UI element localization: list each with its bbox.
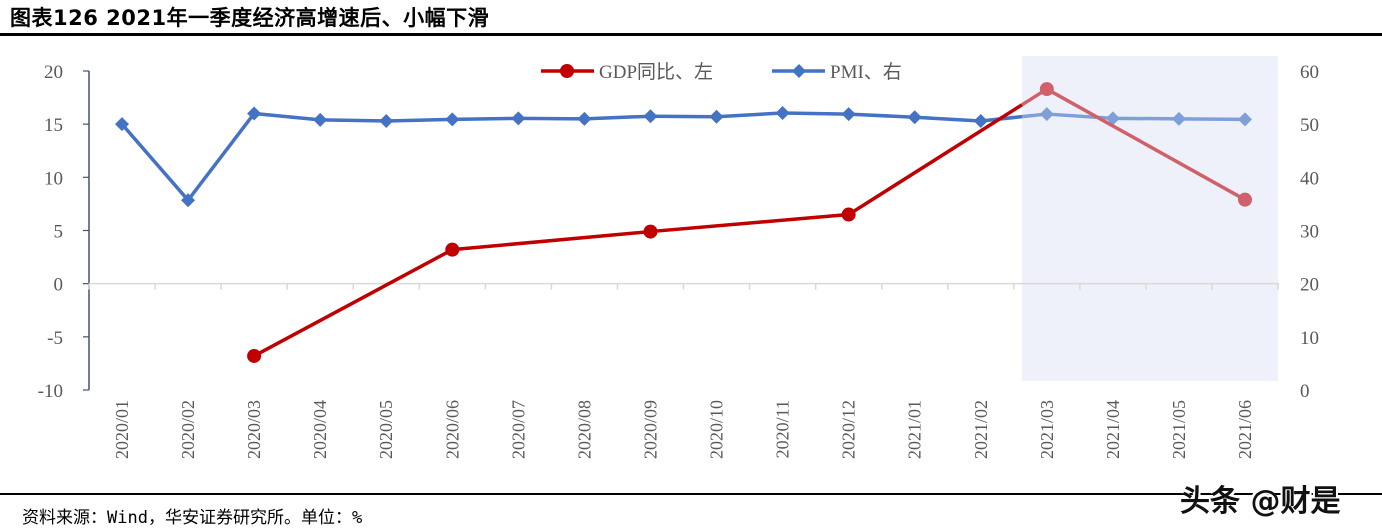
data-point-diamond [1105, 111, 1120, 126]
left-axis-tick-label: -10 [38, 381, 63, 402]
watermark: 头条 @财是 [1180, 484, 1341, 519]
category-label: 2020/06 [442, 400, 462, 459]
series-lines [115, 82, 1252, 363]
left-axis-tick-label: -5 [47, 328, 63, 349]
category-label: 2021/03 [1037, 400, 1057, 459]
data-point-diamond [313, 112, 328, 127]
series-segment [847, 103, 1023, 217]
category-label: 2021/02 [971, 400, 991, 459]
category-label: 2020/04 [310, 400, 330, 459]
category-label: 2020/01 [112, 400, 132, 459]
title-divider [0, 33, 1382, 36]
category-label: 2020/02 [178, 400, 198, 459]
series-segment [386, 117, 453, 123]
data-point-circle [1238, 192, 1252, 207]
series-segment [650, 114, 717, 119]
category-label: 2021/01 [905, 400, 925, 459]
category-label: 2020/08 [574, 400, 594, 459]
series-segment [650, 212, 849, 234]
series-segment [1046, 112, 1113, 121]
data-point-diamond [379, 113, 394, 128]
data-point-diamond [973, 113, 988, 128]
data-point-circle [643, 224, 658, 239]
data-point-diamond [115, 117, 129, 132]
data-point-diamond [643, 109, 658, 124]
category-label: 2020/03 [244, 400, 264, 459]
data-point-circle [1039, 82, 1054, 97]
data-point-diamond [247, 106, 262, 121]
category-label: 2020/10 [707, 400, 727, 459]
series-segment [1045, 87, 1246, 202]
series-segment [1178, 117, 1246, 122]
series-segment [120, 123, 190, 202]
data-point-diamond [841, 107, 856, 122]
source-note: 资料来源：Wind，华安证券研究所。单位：% [22, 508, 363, 528]
category-label: 2020/09 [640, 400, 660, 459]
data-point-diamond [1171, 111, 1186, 126]
legend-pmi-label: PMI、右 [830, 61, 902, 83]
data-point-circle [841, 207, 856, 222]
legend-gdp-label: GDP同比、左 [599, 61, 713, 83]
data-point-diamond [775, 106, 790, 121]
forecast-shaded-region [1022, 56, 1278, 381]
right-axis-tick-label: 30 [1300, 222, 1319, 243]
legend-gdp-marker [560, 64, 574, 78]
data-point-circle [247, 348, 262, 363]
series-segment [848, 112, 915, 120]
left-axis-tick-label: 0 [54, 275, 64, 296]
left-axis-tick-label: 5 [54, 222, 64, 243]
series-segment [320, 118, 387, 123]
category-label: 2021/06 [1235, 400, 1255, 459]
data-point-diamond [577, 111, 592, 126]
category-label: 2020/12 [839, 400, 859, 459]
series-segment [253, 111, 321, 122]
left-axis-tick-label: 10 [44, 168, 63, 189]
left-axis-tick-label: 20 [44, 62, 63, 83]
category-label: 2020/11 [773, 400, 793, 458]
series-segment [452, 116, 519, 122]
series-segment [1112, 116, 1179, 121]
series-segment [914, 115, 981, 123]
right-axis-tick-label: 0 [1300, 381, 1310, 402]
right-axis-tick-label: 60 [1300, 62, 1319, 83]
data-point-diamond [1238, 112, 1252, 127]
source-divider [0, 493, 1382, 495]
left-axis-tick-label: 15 [44, 115, 63, 136]
category-label: 2020/07 [508, 400, 528, 459]
series-segment [782, 111, 849, 116]
data-point-circle [445, 242, 460, 257]
series-segment [253, 248, 454, 358]
right-axis-tick-label: 50 [1300, 115, 1319, 136]
data-point-diamond [181, 193, 196, 208]
right-axis-tick-label: 20 [1300, 275, 1319, 296]
data-point-diamond [709, 109, 724, 124]
category-label: 2021/04 [1103, 400, 1123, 459]
series-segment [518, 116, 585, 121]
data-point-diamond [445, 112, 460, 127]
legend: GDP同比、左 PMI、右 [541, 61, 902, 83]
right-axis-tick-label: 40 [1300, 168, 1319, 189]
legend-pmi-marker [792, 64, 806, 78]
series-segment [452, 229, 651, 252]
category-label: 2021/05 [1169, 400, 1189, 459]
data-point-diamond [1039, 107, 1054, 122]
category-label: 2020/05 [376, 400, 396, 459]
series-segment [186, 112, 256, 202]
chart-title: 图表126 2021年一季度经济高增速后、小幅下滑 [10, 6, 490, 30]
series-segment [584, 114, 651, 121]
data-point-diamond [907, 110, 922, 125]
series-segment [716, 111, 783, 119]
right-axis-tick-label: 10 [1300, 328, 1319, 349]
data-point-diamond [511, 111, 526, 126]
